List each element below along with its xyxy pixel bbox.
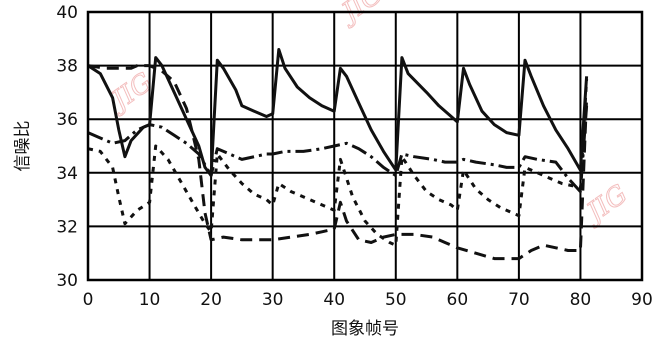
y-tick-label: 36 [56, 110, 78, 130]
grid-lines [88, 12, 642, 280]
x-axis-label: 图象帧号 [331, 319, 399, 339]
x-tick-label: 80 [570, 290, 592, 310]
y-tick-label: 32 [56, 217, 78, 237]
y-tick-labels: 30 32 34 36 38 40 [56, 3, 78, 291]
y-tick-label: 30 [56, 271, 78, 291]
series-line-dotted [87, 78, 589, 247]
watermark-text: JIG [578, 179, 633, 230]
x-tick-label: 20 [200, 290, 222, 310]
series-line-solid [87, 48, 589, 177]
series-line-long-dash [87, 64, 589, 261]
watermark-text: JIG [333, 0, 388, 31]
x-tick-label: 60 [447, 290, 469, 310]
x-tick-label: 50 [385, 290, 407, 310]
x-tick-label: 10 [139, 290, 161, 310]
series-line-dash-dot [87, 105, 589, 194]
x-tick-labels: 0 10 20 30 40 50 60 70 80 90 [83, 290, 653, 310]
y-tick-label: 34 [56, 164, 78, 184]
x-tick-label: 40 [323, 290, 345, 310]
x-tick-label: 90 [631, 290, 653, 310]
x-tick-label: 0 [83, 290, 94, 310]
y-tick-label: 38 [56, 57, 78, 77]
x-tick-label: 30 [262, 290, 284, 310]
y-tick-label: 40 [56, 3, 78, 23]
y-axis-label: 信噪比 [13, 121, 33, 172]
series-layer [87, 48, 589, 261]
plot-frame [86, 10, 644, 282]
x-tick-label: 70 [508, 290, 530, 310]
